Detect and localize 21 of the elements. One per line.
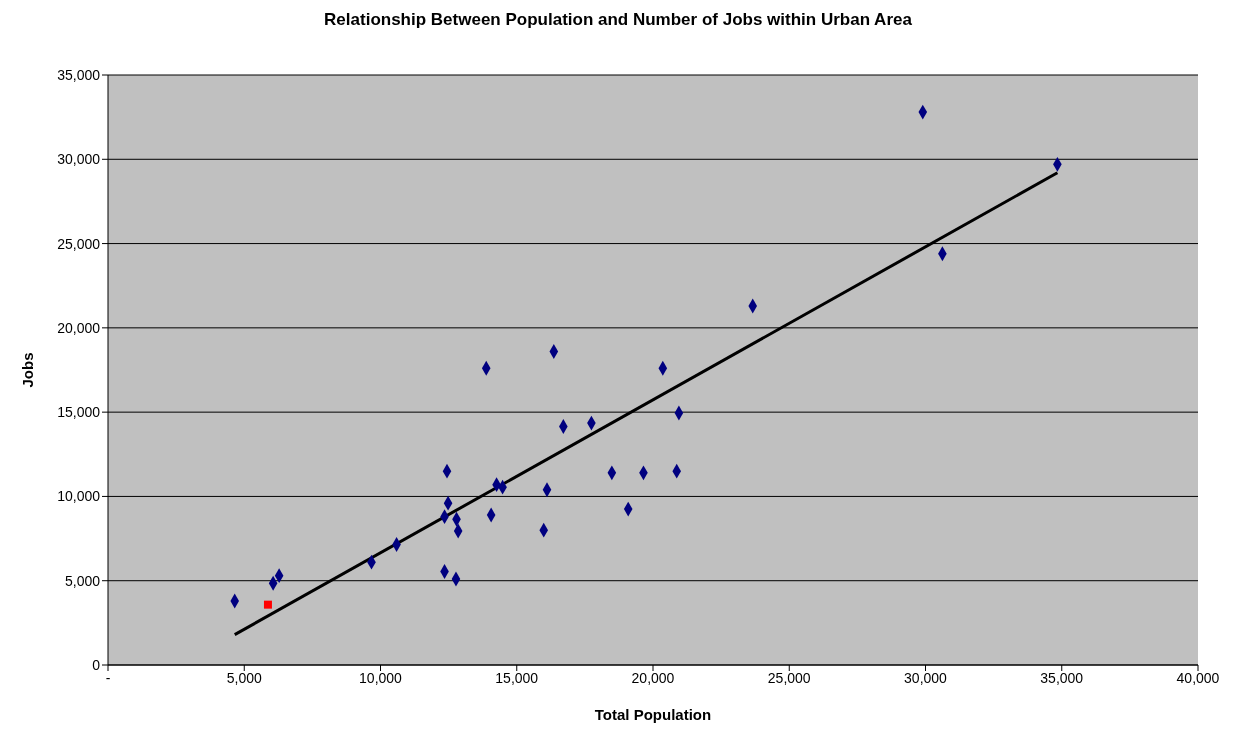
x-tick-label: 15,000 xyxy=(495,669,539,686)
x-tick-label: 5,000 xyxy=(226,669,262,686)
x-tick-label: 30,000 xyxy=(904,669,948,686)
x-tick-label: - xyxy=(105,669,111,686)
point xyxy=(263,600,272,609)
y-tick-label: 15,000 xyxy=(57,404,101,421)
x-tick-label: 10,000 xyxy=(359,669,403,686)
chart-title: Relationship Between Population and Number of Jobs within Urban Area xyxy=(323,10,913,31)
x-axis-title: Total Population xyxy=(594,706,712,723)
x-tick-label: 25,000 xyxy=(767,669,811,686)
x-tick-label: 35,000 xyxy=(1040,669,1084,686)
y-tick-label: 5,000 xyxy=(64,572,101,589)
x-tick-label: 40,000 xyxy=(1176,669,1220,686)
y-tick-label: 25,000 xyxy=(57,235,101,252)
y-tick-label: 10,000 xyxy=(57,488,101,505)
x-tick-label: 20,000 xyxy=(631,669,675,686)
y-tick-label: 0 xyxy=(92,656,101,673)
y-tick-label: 30,000 xyxy=(57,151,101,168)
y-tick-label: 35,000 xyxy=(57,66,101,83)
y-axis-title: Jobs xyxy=(19,352,37,388)
y-tick-label: 20,000 xyxy=(57,319,101,336)
